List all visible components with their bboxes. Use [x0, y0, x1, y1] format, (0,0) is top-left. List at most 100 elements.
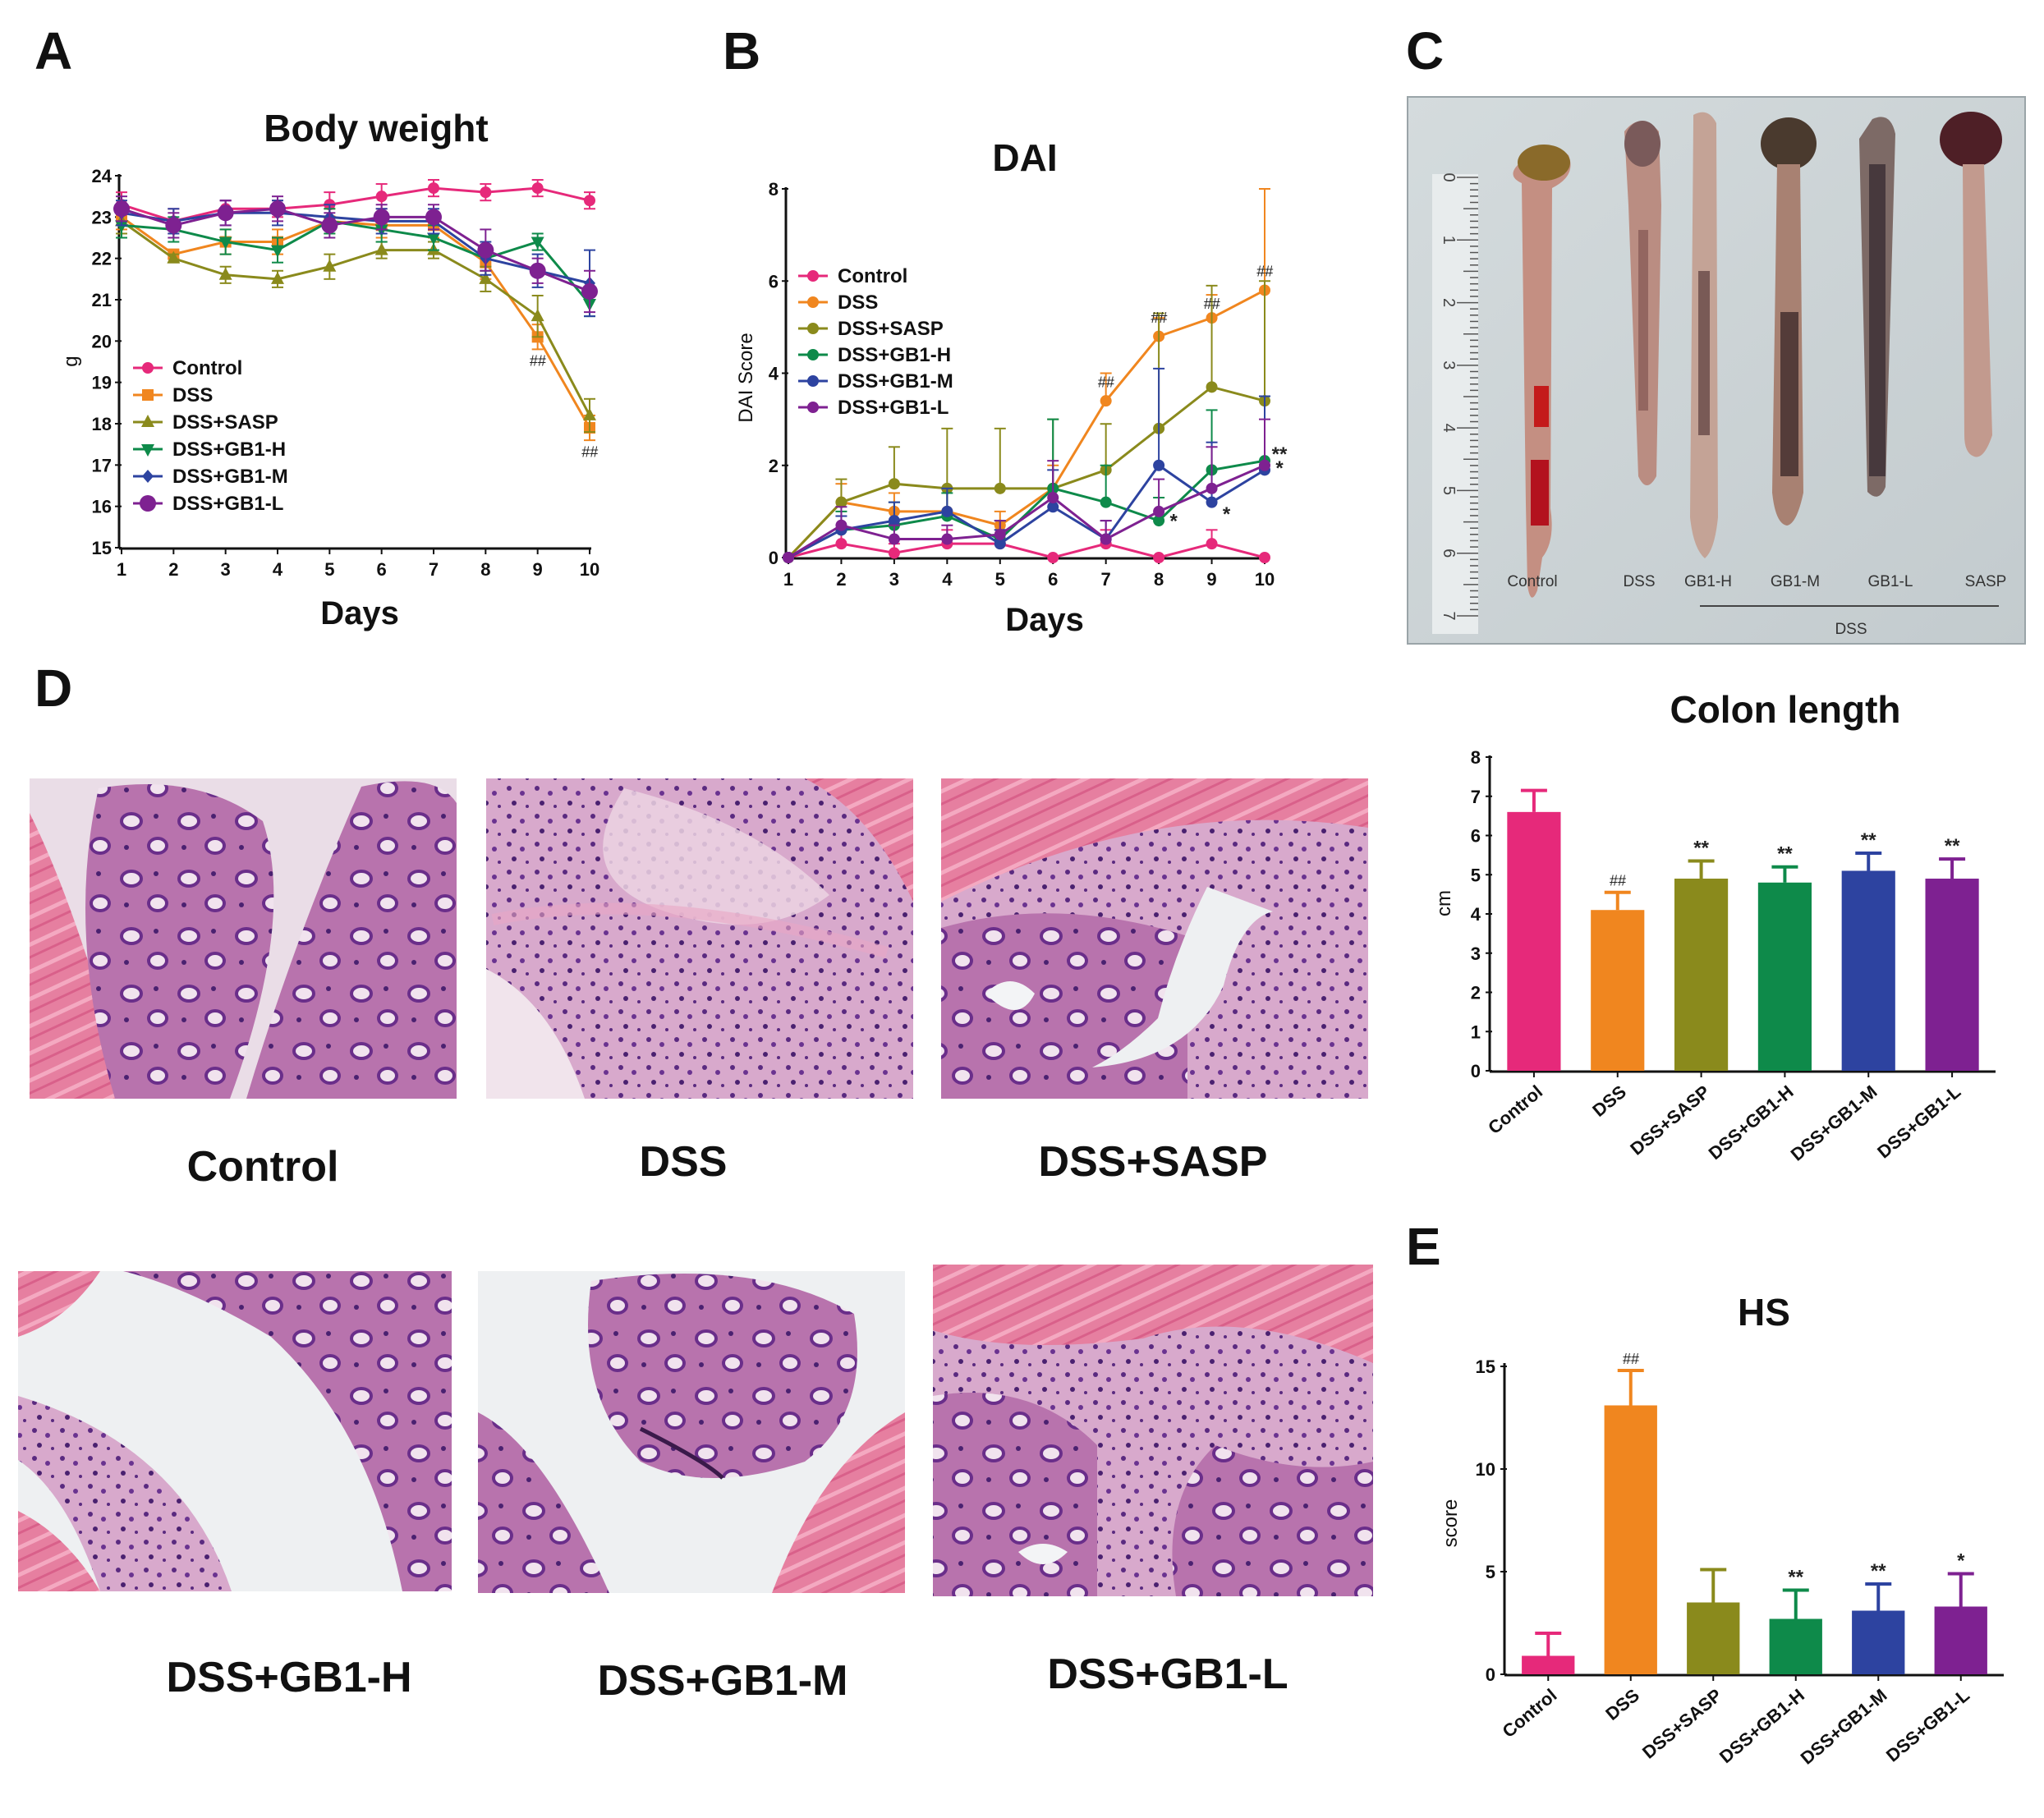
- bar-group-dss-gb1-h: **: [1769, 1567, 1822, 1674]
- significance-mark: **: [1945, 835, 1960, 857]
- data-point-dss-sasp: [374, 242, 388, 255]
- y-tick-label: 2: [1471, 983, 1481, 1003]
- bar-group-dss: ##: [1604, 1351, 1657, 1674]
- dai-x-label: Days: [1005, 602, 1084, 638]
- legend-marker: [807, 402, 819, 413]
- data-point-dss-sasp: [167, 250, 181, 264]
- data-point-dss-gb1-l: [1259, 459, 1270, 471]
- bar-dss-gb1-m: [1841, 870, 1895, 1071]
- colon-photo: 0 1 2 3 4 5 6 7 Control: [1407, 96, 2026, 645]
- legend-item-dss-sasp: DSS+SASP: [798, 318, 944, 340]
- x-tick-label: 5: [995, 569, 1005, 590]
- bar-group-dss-gb1-m: **: [1852, 1560, 1905, 1674]
- legend-item-dss-gb1-h: DSS+GB1-H: [798, 344, 951, 366]
- histology-panel: Control DSS DSS+SASP DSS+GB1-H DSS+GB1-M…: [18, 778, 1373, 1705]
- significance-mark: ##: [581, 443, 599, 460]
- bar-dss-gb1-m: [1852, 1610, 1905, 1674]
- data-point-dss-gb1-m: [1047, 501, 1059, 513]
- series-line-dss-sasp: [787, 385, 1265, 559]
- legend-marker: [141, 415, 154, 427]
- series-line-dss: [787, 289, 1265, 559]
- x-tick-label: 8: [480, 559, 490, 580]
- significance-mark: ##: [1256, 264, 1274, 280]
- data-point-dss-gb1-l: [425, 209, 442, 226]
- series-line-control: [788, 542, 1265, 559]
- legend-marker: [142, 389, 154, 401]
- y-tick-label: 5: [1486, 1562, 1495, 1582]
- ruler-label: 0: [1440, 172, 1458, 181]
- data-point-dss-gb1-m: [1153, 459, 1165, 471]
- x-tick-label: Control: [1484, 1081, 1546, 1138]
- colon-length-chart: Colon length cm 0 1 2 3 4 5 6 7 8 ## ** ** ** ** Contr…: [1433, 688, 1996, 1165]
- bar-group-dss-sasp: **: [1674, 838, 1729, 1071]
- histology-image-control: [30, 778, 457, 1099]
- legend-item-dss-gb1-h: DSS+GB1-H: [133, 438, 286, 461]
- data-point-dss-gb1-l: [941, 533, 953, 545]
- x-tick-label: 4: [942, 569, 953, 590]
- x-tick-label: DSS+GB1-H: [1705, 1081, 1798, 1164]
- bar-dss-gb1-l: [1925, 879, 1979, 1071]
- colon-length-y-label: cm: [1433, 890, 1455, 916]
- colon-specimen-sasp: [1940, 112, 2002, 457]
- data-point-dss-gb1-l: [373, 209, 390, 226]
- histology-label-dss-gb1-m: DSS+GB1-M: [598, 1657, 848, 1705]
- colon-length-title: Colon length: [1670, 688, 1900, 731]
- x-tick-label: 7: [429, 559, 439, 580]
- ruler-label: 3: [1440, 360, 1458, 370]
- data-point-control: [1206, 538, 1218, 550]
- data-point-dss-gb1-h: [218, 236, 232, 250]
- significance-mark: **: [1861, 829, 1876, 852]
- colon-specimen-gb1-l: [1859, 117, 1895, 497]
- data-point-control: [584, 195, 595, 207]
- hs-y-label: score: [1440, 1499, 1462, 1548]
- data-point-dss-gb1-h: [427, 232, 440, 246]
- bar-dss-sasp: [1687, 1602, 1740, 1674]
- body-weight-y-label: g: [60, 356, 82, 366]
- data-point-dss-gb1-l: [581, 282, 598, 300]
- dai-title: DAI: [992, 136, 1057, 179]
- significance-mark: ##: [1151, 310, 1168, 326]
- ruler-label: 6: [1440, 549, 1458, 558]
- data-point-dss-gb1-l: [321, 217, 338, 234]
- ruler-label: 2: [1440, 298, 1458, 307]
- x-tick-label: DSS+GB1-M: [1797, 1685, 1891, 1769]
- data-point-dss-gb1-l: [165, 217, 182, 234]
- legend-label: DSS+GB1-M: [172, 466, 288, 488]
- bar-group-dss-gb1-l: *: [1934, 1550, 1987, 1674]
- data-point-control: [480, 186, 492, 199]
- x-tick-label: 3: [889, 569, 899, 590]
- x-tick-label: 10: [580, 559, 599, 580]
- bar-group-dss-gb1-m: **: [1841, 829, 1895, 1071]
- histology-label-control: Control: [187, 1143, 339, 1191]
- y-tick-label: 8: [769, 179, 779, 200]
- legend-label: DSS+GB1-H: [172, 438, 286, 461]
- legend-item-dss-gb1-l: DSS+GB1-L: [798, 397, 949, 419]
- y-tick-label: 21: [92, 290, 112, 310]
- legend-label: DSS+GB1-L: [838, 397, 949, 419]
- bar-group-dss-gb1-h: **: [1757, 843, 1812, 1071]
- series-line-dss-gb1-m: [788, 463, 1265, 559]
- histology-image-dss-gb1-m: [478, 1271, 905, 1593]
- y-tick-label: 16: [92, 497, 112, 517]
- y-tick-label: 8: [1471, 747, 1481, 768]
- y-tick-label: 5: [1471, 865, 1481, 885]
- legend-marker: [141, 444, 154, 457]
- significance-mark: **: [1871, 1560, 1886, 1582]
- x-tick-label: DSS+GB1-L: [1873, 1081, 1964, 1163]
- x-tick-label: DSS+SASP: [1626, 1081, 1713, 1159]
- series-line-dss-sasp: [121, 220, 591, 416]
- colon-specimen-gb1-h: [1690, 112, 1718, 558]
- histology-image-dss-sasp: [941, 778, 1368, 1099]
- legend-label: DSS+SASP: [172, 411, 278, 434]
- significance-mark: ##: [1623, 1351, 1640, 1367]
- y-tick-label: 6: [1471, 826, 1481, 847]
- significance-mark: **: [1788, 1567, 1803, 1589]
- x-tick-label: 4: [273, 559, 283, 580]
- bar-control: [1507, 811, 1561, 1071]
- data-point-dss-gb1-l: [113, 200, 130, 218]
- data-point-dss-gb1-l: [994, 528, 1006, 540]
- histology-label-dss-sasp: DSS+SASP: [1039, 1138, 1268, 1186]
- panel-label-d: D: [34, 659, 72, 718]
- bar-group-dss-gb1-l: **: [1925, 835, 1979, 1071]
- legend-label: DSS+SASP: [838, 318, 944, 340]
